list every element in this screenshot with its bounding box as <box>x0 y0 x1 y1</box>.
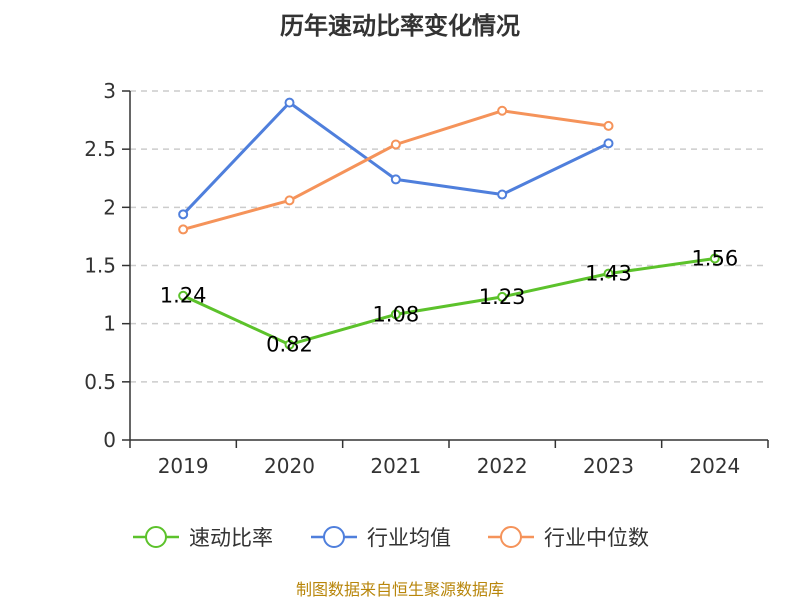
data-label: 1.43 <box>585 262 632 286</box>
source-note: 制图数据来自恒生聚源数据库 <box>296 580 504 599</box>
data-label: 1.56 <box>691 247 738 271</box>
data-point[interactable] <box>284 97 295 108</box>
legend-label[interactable]: 行业均值 <box>367 526 451 550</box>
x-tick-label: 2019 <box>158 454 209 478</box>
data-labels: 1.24 0.82 1.08 1.23 1.43 1.56 <box>160 247 738 357</box>
data-point[interactable] <box>390 309 401 320</box>
data-point[interactable] <box>497 291 508 302</box>
chart-title: 历年速动比率变化情况 <box>280 12 520 40</box>
axes: 0 0.5 1 1.5 2 2.5 3 2019 2020 2021 2022 2023 2024 <box>84 79 769 478</box>
series-line <box>182 109 609 231</box>
x-tick-label: 2023 <box>583 454 634 478</box>
data-point[interactable] <box>284 339 295 350</box>
data-point[interactable] <box>178 209 189 220</box>
data-point[interactable] <box>178 224 189 235</box>
y-tick-label: 1.5 <box>84 254 116 278</box>
data-point[interactable] <box>709 253 720 264</box>
data-point[interactable] <box>178 290 189 301</box>
data-point[interactable] <box>603 268 614 279</box>
y-tick-label: 3 <box>103 79 116 103</box>
legend[interactable]: 速动比率 行业均值 行业中位数 <box>133 526 649 550</box>
y-tick-label: 2 <box>103 195 116 219</box>
series-group <box>178 97 720 350</box>
grid-lines <box>130 90 768 383</box>
series-line <box>182 257 716 347</box>
legend-marker[interactable] <box>323 526 345 548</box>
series-line <box>182 101 610 216</box>
data-label: 1.24 <box>160 284 207 308</box>
data-label: 1.08 <box>372 302 419 326</box>
y-tick-label: 0.5 <box>84 370 116 394</box>
data-label: 0.82 <box>266 333 313 357</box>
data-point[interactable] <box>390 139 401 150</box>
x-tick-label: 2022 <box>477 454 528 478</box>
x-tick-label: 2024 <box>689 454 740 478</box>
y-tick-label: 1 <box>103 312 116 336</box>
data-label: 1.23 <box>479 285 526 309</box>
x-tick-label: 2020 <box>264 454 315 478</box>
data-point[interactable] <box>603 120 614 131</box>
data-point[interactable] <box>390 174 401 185</box>
legend-label[interactable]: 行业中位数 <box>544 526 649 550</box>
data-point[interactable] <box>497 189 508 200</box>
x-tick-label: 2021 <box>370 454 421 478</box>
data-point[interactable] <box>284 195 295 206</box>
data-point[interactable] <box>497 105 508 116</box>
y-tick-label: 2.5 <box>84 137 116 161</box>
legend-marker[interactable] <box>500 526 522 548</box>
legend-marker[interactable] <box>145 526 167 548</box>
data-point[interactable] <box>603 138 614 149</box>
y-tick-label: 0 <box>103 428 116 452</box>
legend-label[interactable]: 速动比率 <box>189 526 273 550</box>
